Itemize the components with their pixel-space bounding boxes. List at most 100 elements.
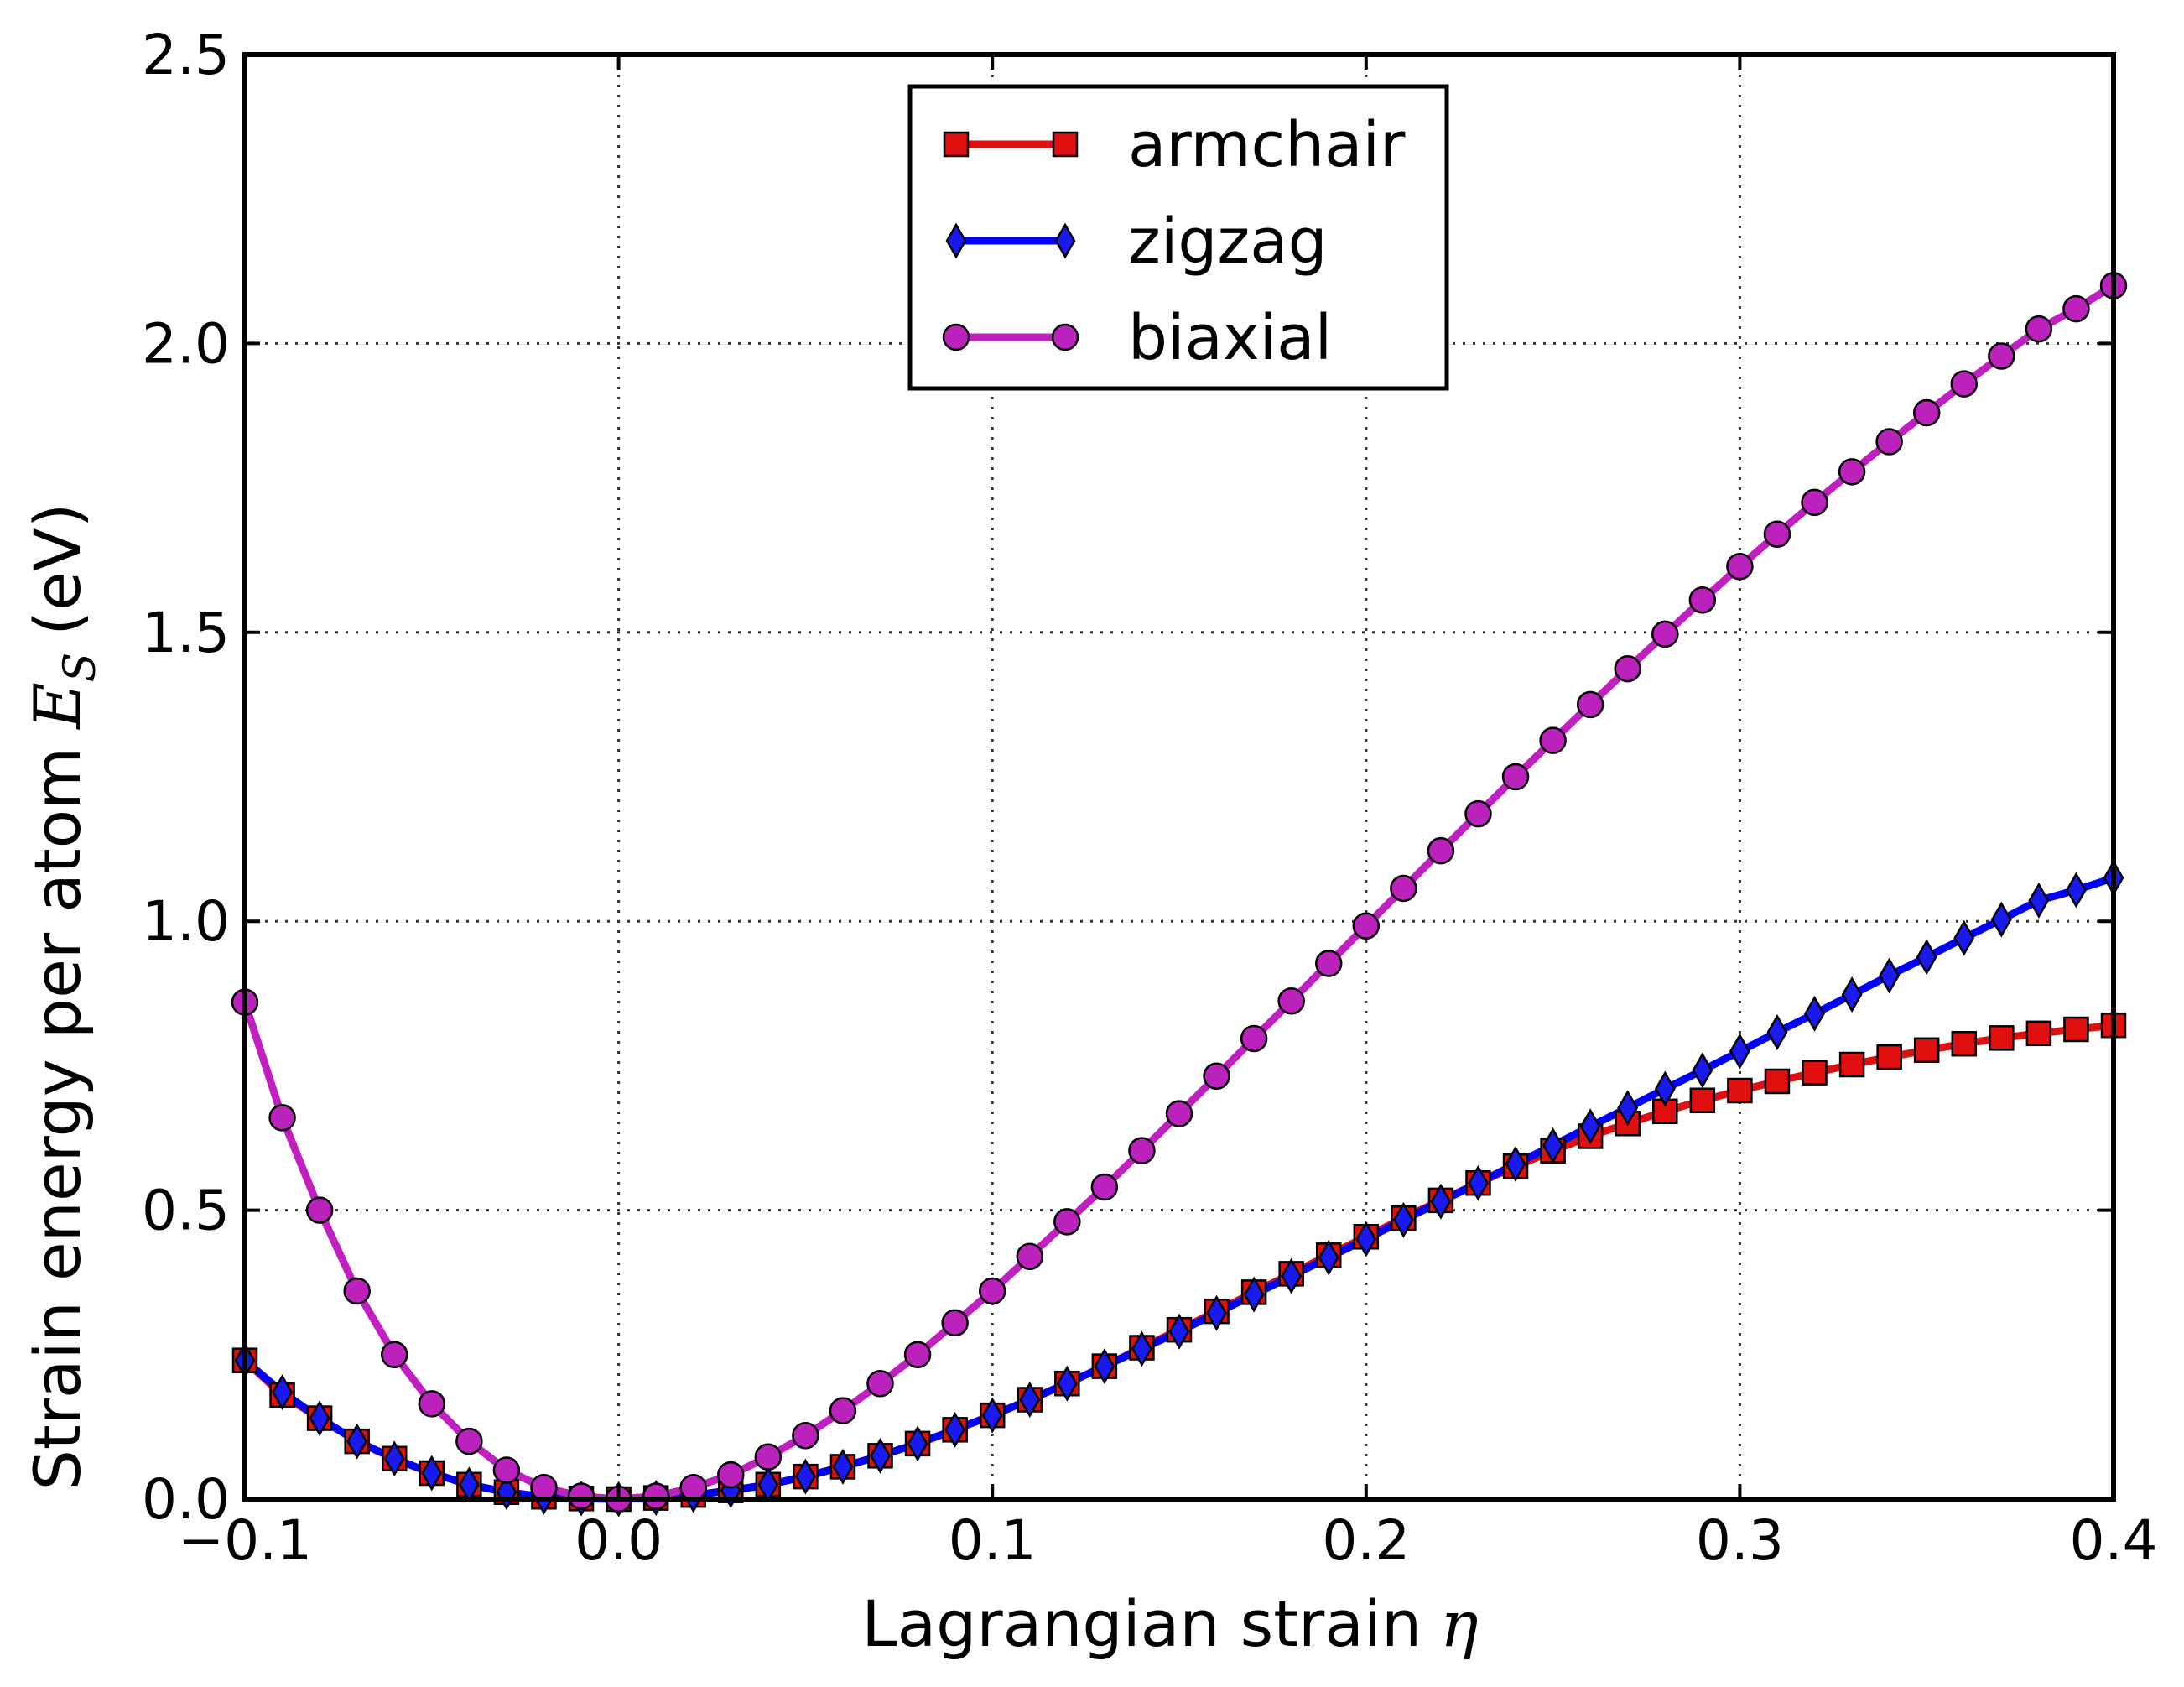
biaxial-point (866, 1369, 894, 1398)
armchair-point (1989, 1025, 2015, 1051)
zigzag-point (1131, 1330, 1152, 1367)
biaxial-point (1875, 428, 1903, 456)
biaxial-point (380, 1341, 408, 1369)
y-tick-label: 0.0 (142, 1467, 230, 1532)
biaxial-point (1314, 950, 1343, 977)
biaxial-point (1053, 1208, 1081, 1236)
biaxial-point (2062, 294, 2090, 323)
zigzag-point (383, 1440, 405, 1477)
armchair-point (1689, 1087, 1716, 1113)
biaxial-point (1988, 342, 2015, 370)
biaxial-point (1576, 690, 1604, 719)
armchair-point (1951, 1030, 1978, 1057)
zigzag-point (272, 1374, 294, 1411)
legend-label: zigzag (1128, 206, 1328, 278)
armchair-point (1876, 1044, 1902, 1070)
zigzag-point (1617, 1090, 1639, 1127)
x-tick-label: 0.1 (949, 1508, 1037, 1573)
zigzag-point (1841, 976, 1863, 1013)
zigzag-line (242, 874, 2115, 1503)
legend-label: biaxial (1128, 302, 1332, 374)
biaxial-point (343, 1277, 371, 1305)
zigzag-point (1729, 1033, 1750, 1070)
zigzag-point (1505, 1146, 1526, 1182)
biaxial-point (978, 1277, 1006, 1305)
zigzag-point (1168, 1313, 1190, 1350)
zigzag-point (1056, 1365, 1078, 1402)
legend-marker (1051, 323, 1079, 351)
zigzag-point (870, 1437, 891, 1474)
biaxial-point (1090, 1173, 1119, 1201)
zigzag-point (1430, 1183, 1452, 1220)
armchair-point (1764, 1068, 1791, 1095)
legend-marker (943, 131, 970, 158)
y-tick-label: 0.5 (142, 1179, 230, 1243)
zigzag-point (1392, 1201, 1414, 1238)
biaxial-point (941, 1309, 969, 1337)
zigzag-point (1916, 939, 1937, 976)
biaxial-point (792, 1421, 819, 1450)
x-tick-label: −0.1 (178, 1508, 312, 1573)
biaxial-point (567, 1482, 595, 1510)
legend-label: armchair (1128, 109, 1406, 181)
zigzag-point (1318, 1239, 1339, 1276)
y-tick-label: 2.5 (142, 23, 230, 87)
y-tick-label: 1.5 (142, 601, 230, 665)
legend-marker (1054, 222, 1076, 259)
biaxial-point (642, 1482, 670, 1510)
zigzag-point (944, 1411, 966, 1448)
biaxial-point (455, 1427, 483, 1455)
armchair-point (1727, 1077, 1753, 1104)
zigzag-point (1879, 957, 1901, 994)
x-tick-label: 0.2 (1322, 1508, 1410, 1573)
x-tick-label: 0.3 (1696, 1508, 1784, 1573)
biaxial-point (268, 1104, 296, 1132)
biaxial-point (903, 1341, 932, 1369)
biaxial-point (530, 1473, 558, 1502)
biaxial-point (1801, 488, 1828, 517)
biaxial-point (829, 1397, 857, 1424)
armchair-point (1913, 1037, 1940, 1064)
zigzag-point (1692, 1052, 1713, 1089)
zigzag-point (1542, 1127, 1564, 1164)
biaxial-point (1688, 586, 1717, 614)
zigzag-point (2065, 872, 2087, 909)
biaxial-point (1838, 458, 1866, 486)
biaxial-point (1352, 912, 1381, 940)
zigzag-point (1019, 1382, 1041, 1419)
biaxial-point (1427, 836, 1455, 865)
biaxial-point (754, 1443, 783, 1471)
legend: armchair zigzag biaxial (907, 84, 1449, 391)
x-tick-label: 0.4 (2070, 1508, 2158, 1573)
series-markers (231, 272, 2128, 1518)
armchair-markers (231, 1012, 2127, 1513)
zigzag-markers (234, 860, 2124, 1518)
zigzag-point (1990, 901, 2012, 938)
y-tick-label: 1.0 (142, 889, 230, 954)
biaxial-point (1950, 370, 1979, 398)
biaxial-point (1165, 1100, 1193, 1127)
biaxial-point (717, 1461, 745, 1489)
x-tick-label: 0.0 (575, 1508, 663, 1573)
axis-ticks: −0.1 0.0 0.1 0.2 0.3 0.40.00.51.01.52.02.5 (142, 23, 2157, 1573)
zigzag-point (2028, 882, 2050, 919)
biaxial-point (492, 1456, 521, 1484)
legend-entry-armchair: armchair (943, 109, 1406, 181)
zigzag-point (1953, 919, 1975, 956)
x-axis-title: Lagrangian strain η (861, 1586, 1478, 1661)
biaxial-point (305, 1196, 334, 1224)
armchair-point (1802, 1060, 1828, 1086)
biaxial-point (1464, 799, 1492, 828)
zigzag-point (1468, 1164, 1489, 1201)
biaxial-markers (231, 272, 2128, 1513)
biaxial-point (1726, 553, 1754, 581)
biaxial-point (1763, 520, 1791, 548)
biaxial-point (679, 1473, 707, 1502)
zigzag-point (1804, 995, 1825, 1032)
zigzag-point (1654, 1070, 1676, 1107)
y-tick-label: 2.0 (142, 311, 230, 376)
zigzag-point (309, 1400, 330, 1437)
biaxial-point (1651, 620, 1679, 648)
biaxial-point (1539, 726, 1567, 754)
